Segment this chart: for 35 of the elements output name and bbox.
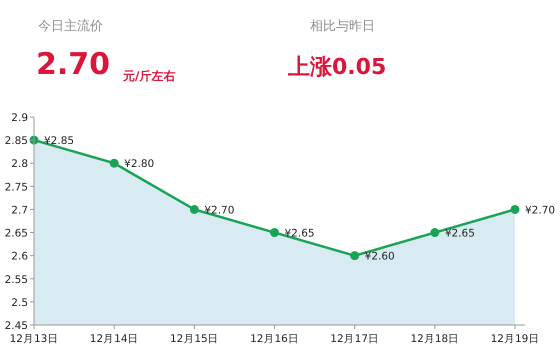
text: 相比与昨日 — [310, 19, 375, 34]
y-tick-label: 2.5 — [11, 296, 28, 309]
text: 元/斤左右 — [122, 69, 176, 83]
x-tick-label: 12月17日 — [330, 333, 380, 345]
data-label: ¥2.85 — [44, 135, 74, 148]
point — [110, 158, 119, 168]
data-label: ¥2.65 — [284, 228, 315, 240]
y-tick-label: 2.55 — [4, 274, 28, 286]
data-label: ¥2.70 — [525, 204, 556, 216]
point — [270, 228, 279, 238]
y-tick-label: 2.65 — [4, 228, 28, 240]
point — [350, 251, 360, 260]
x-tick-label: 12月15日 — [170, 333, 219, 345]
point — [190, 204, 199, 214]
text: 上涨0.05 — [287, 55, 386, 80]
y-tick-label: 2.85 — [4, 135, 28, 148]
x-tick-label: 12月13日 — [10, 333, 58, 345]
data-label: ¥2.60 — [364, 250, 395, 263]
y-tick-label: 2.7 — [11, 204, 28, 216]
y-tick-label: 2.9 — [11, 112, 28, 124]
data-label: ¥2.80 — [124, 158, 154, 170]
point — [430, 228, 440, 238]
y-tick-label: 2.75 — [4, 181, 28, 194]
x-tick-label: 12月18日 — [410, 333, 460, 345]
y-tick-label: 2.8 — [11, 158, 28, 170]
text: 2.70 — [36, 47, 110, 82]
text: 今日主流价 — [38, 18, 103, 34]
data-label: ¥2.65 — [444, 228, 475, 240]
y-tick-label: 2.6 — [11, 250, 28, 263]
x-tick-label: 12月14日 — [90, 333, 139, 345]
point — [510, 204, 520, 214]
x-tick-label: 12月16日 — [250, 333, 299, 345]
x-tick-label: 12月19日 — [490, 333, 540, 345]
y-tick-label: 2.45 — [4, 320, 28, 332]
data-label: ¥2.70 — [204, 204, 234, 216]
